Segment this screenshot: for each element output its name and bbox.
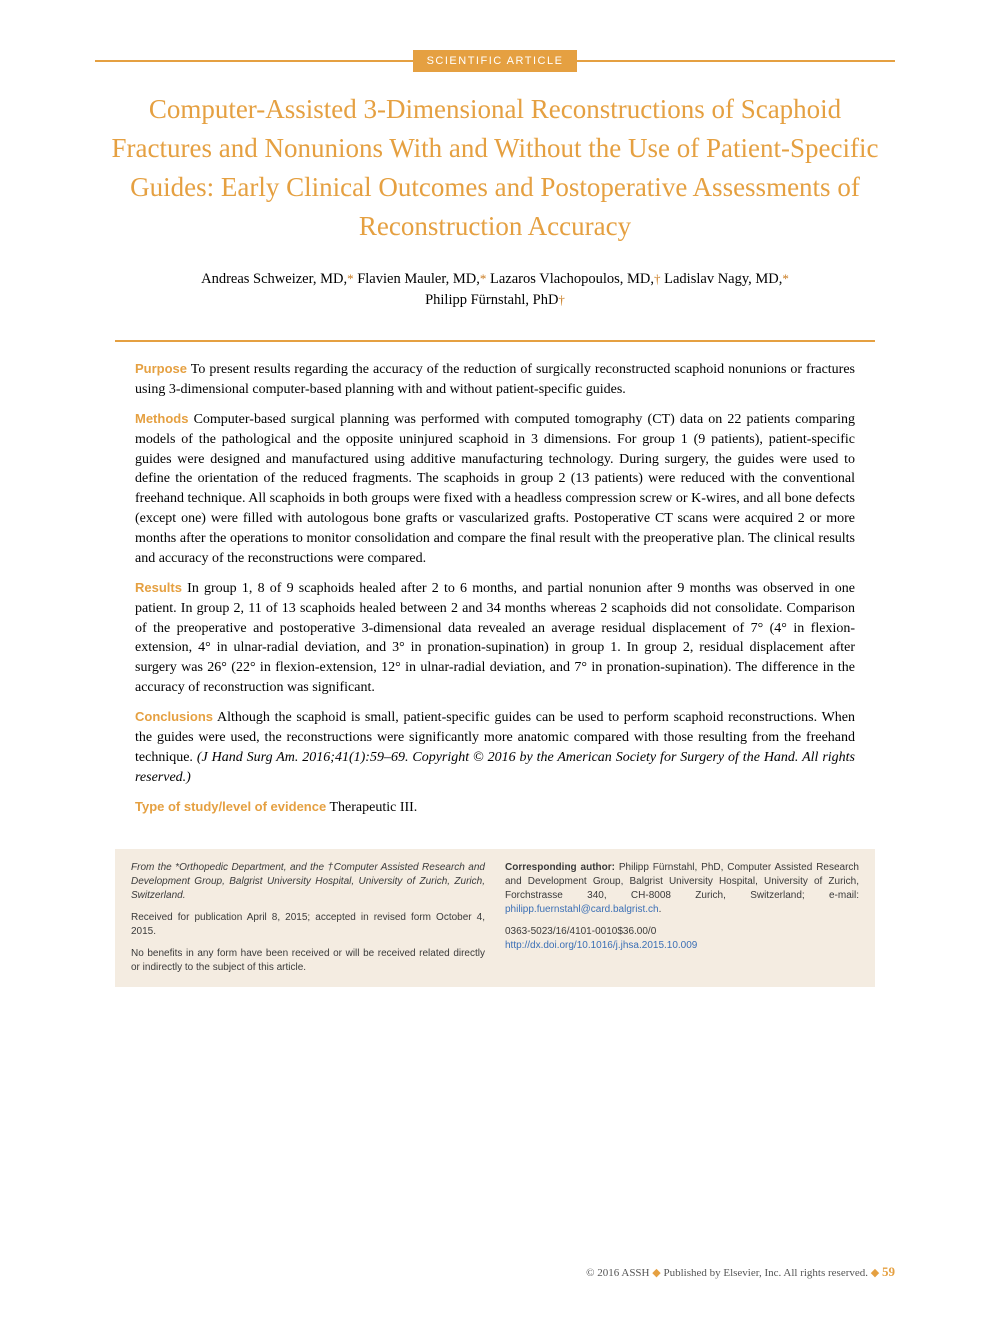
corresponding-label: Corresponding author: [505, 862, 615, 873]
footer-doi[interactable]: http://dx.doi.org/10.1016/j.jhsa.2015.10… [505, 940, 697, 951]
banner-line-right [577, 60, 895, 62]
author-1: Flavien Mauler, MD,* [357, 271, 486, 287]
copyright-text: © 2016 ASSH [586, 1267, 649, 1279]
author-0-affil: * [347, 271, 354, 286]
evidence-text: Therapeutic III. [329, 800, 417, 815]
banner-line-left [95, 60, 413, 62]
author-4-affil: † [558, 292, 565, 307]
diamond-icon: ◆ [652, 1267, 663, 1279]
results-label: Results [135, 580, 182, 595]
methods-text: Computer-based surgical planning was per… [135, 412, 855, 566]
diamond-icon-2: ◆ [871, 1267, 882, 1279]
author-2-affil: † [654, 271, 661, 286]
author-0: Andreas Schweizer, MD,* [201, 271, 353, 287]
corresponding-email[interactable]: philipp.fuernstahl@card.balgrist.ch [505, 904, 659, 915]
author-2-name: Lazaros Vlachopoulos, MD, [490, 271, 654, 287]
authors-block: Andreas Schweizer, MD,* Flavien Mauler, … [95, 269, 895, 313]
bottom-copyright-line: © 2016 ASSH ◆ Published by Elsevier, Inc… [586, 1264, 895, 1280]
footer-received: Received for publication April 8, 2015; … [131, 911, 485, 939]
conclusions-citation: (J Hand Surg Am. 2016;41(1):59–69. Copyr… [135, 750, 855, 785]
author-3-name: Ladislav Nagy, MD, [664, 271, 782, 287]
author-4: Philipp Fürnstahl, PhD† [425, 292, 565, 308]
footer-disclosure: No benefits in any form have been receiv… [131, 947, 485, 975]
abstract-purpose: Purpose To present results regarding the… [135, 360, 855, 400]
email-suffix: . [659, 904, 662, 915]
purpose-label: Purpose [135, 361, 187, 376]
evidence-label: Type of study/level of evidence [135, 799, 326, 814]
methods-label: Methods [135, 411, 188, 426]
conclusions-label: Conclusions [135, 709, 213, 724]
abstract-box: Purpose To present results regarding the… [115, 340, 875, 833]
author-1-affil: * [480, 271, 487, 286]
results-text: In group 1, 8 of 9 scaphoids healed afte… [135, 581, 855, 695]
publisher-text: Published by Elsevier, Inc. All rights r… [663, 1267, 868, 1279]
abstract-evidence: Type of study/level of evidence Therapeu… [135, 798, 855, 818]
author-2: Lazaros Vlachopoulos, MD,† [490, 271, 661, 287]
abstract-methods: Methods Computer-based surgical planning… [135, 410, 855, 569]
footer-issn: 0363-5023/16/4101-0010$36.00/0 [505, 926, 656, 937]
author-3-affil: * [782, 271, 789, 286]
footer-issn-doi: 0363-5023/16/4101-0010$36.00/0 http://dx… [505, 925, 859, 953]
author-0-name: Andreas Schweizer, MD, [201, 271, 347, 287]
footer-right-col: Corresponding author: Philipp Fürnstahl,… [505, 861, 859, 975]
abstract-conclusions: Conclusions Although the scaphoid is sma… [135, 708, 855, 788]
author-3: Ladislav Nagy, MD,* [664, 271, 789, 287]
footer-affiliations: From the *Orthopedic Department, and the… [131, 861, 485, 903]
abstract-results: Results In group 1, 8 of 9 scaphoids hea… [135, 579, 855, 698]
footer-left-col: From the *Orthopedic Department, and the… [131, 861, 485, 975]
article-title: Computer-Assisted 3-Dimensional Reconstr… [95, 90, 895, 247]
article-type-badge: SCIENTIFIC ARTICLE [413, 50, 578, 72]
author-1-name: Flavien Mauler, MD, [357, 271, 480, 287]
article-type-banner: SCIENTIFIC ARTICLE [95, 50, 895, 72]
page-number: 59 [882, 1264, 895, 1279]
footer-corresponding: Corresponding author: Philipp Fürnstahl,… [505, 861, 859, 917]
author-4-name: Philipp Fürnstahl, PhD [425, 292, 558, 308]
purpose-text: To present results regarding the accurac… [135, 362, 855, 397]
footer-box: From the *Orthopedic Department, and the… [115, 849, 875, 987]
